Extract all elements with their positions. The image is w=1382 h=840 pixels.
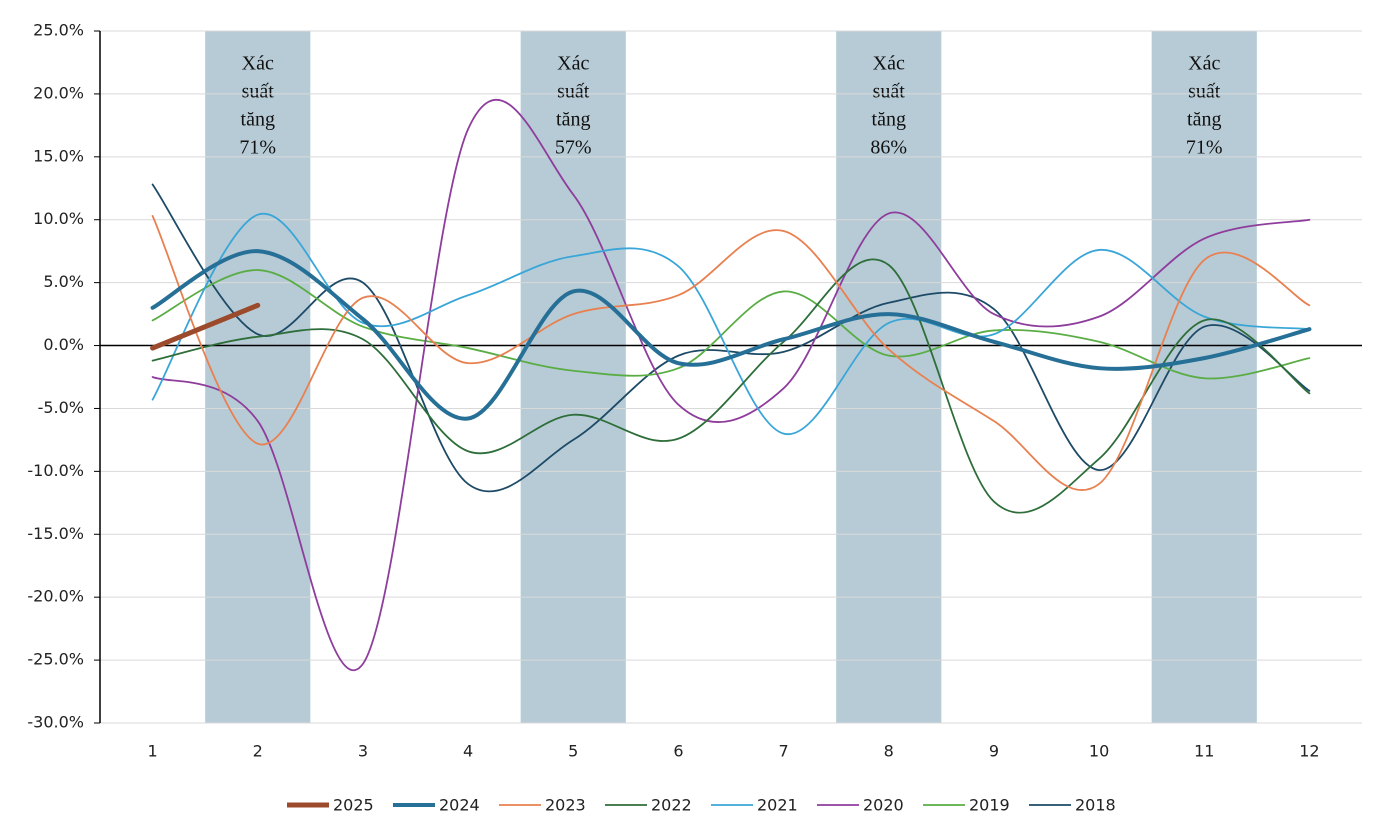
highlight-label: 71%	[1186, 137, 1223, 159]
highlight-label: 57%	[555, 137, 592, 159]
highlight-band	[205, 31, 311, 723]
x-tick-label: 11	[1194, 742, 1214, 761]
series-line	[151, 212, 1311, 435]
legend-label: 2022	[651, 796, 692, 815]
x-tick-label: 5	[568, 742, 578, 761]
y-tick-label: -30.0%	[27, 713, 84, 732]
x-tick-label: 9	[989, 742, 999, 761]
highlight-label: Xác	[557, 53, 589, 75]
highlight-label: suất	[1188, 81, 1221, 103]
x-tick-label: 10	[1089, 742, 1109, 761]
y-tick-label: 0.0%	[43, 335, 84, 354]
y-tick-label: 15.0%	[33, 146, 84, 165]
x-tick-label: 2	[253, 742, 263, 761]
legend-label: 2021	[757, 796, 798, 815]
legend-label: 2020	[863, 796, 904, 815]
highlight-band	[836, 31, 942, 723]
series-line	[151, 215, 1311, 492]
legend-label: 2024	[439, 796, 480, 815]
legend-label: 2025	[333, 796, 374, 815]
x-tick-label: 1	[147, 742, 157, 761]
y-tick-label: -25.0%	[27, 650, 84, 669]
highlight-label: 86%	[870, 137, 907, 159]
x-tick-label: 3	[358, 742, 368, 761]
highlight-label: tăng	[556, 109, 590, 131]
x-tick-label: 8	[884, 742, 894, 761]
highlight-label: tăng	[1187, 109, 1221, 131]
highlight-label: 71%	[239, 137, 276, 159]
y-tick-label: 20.0%	[33, 83, 84, 102]
series-line	[151, 183, 1311, 493]
highlight-label: suất	[242, 81, 275, 103]
highlight-band	[520, 31, 626, 723]
x-tick-label: 4	[463, 742, 473, 761]
legend-label: 2023	[545, 796, 586, 815]
legend-label: 2019	[969, 796, 1010, 815]
highlight-label: Xác	[1188, 53, 1220, 75]
y-tick-label: -5.0%	[38, 398, 84, 417]
x-tick-label: 6	[673, 742, 683, 761]
y-tick-label: -15.0%	[27, 524, 84, 543]
y-tick-label: -20.0%	[27, 587, 84, 606]
highlight-label: suất	[557, 81, 590, 103]
legend-label: 2018	[1075, 796, 1116, 815]
highlight-label: suất	[873, 81, 906, 103]
highlight-band	[1151, 31, 1257, 723]
y-tick-label: 5.0%	[43, 272, 84, 291]
highlight-label: tăng	[872, 109, 906, 131]
series-line	[151, 99, 1311, 672]
series-line	[151, 269, 1311, 380]
series-line	[151, 258, 1311, 514]
highlight-label: Xác	[873, 53, 905, 75]
x-tick-label: 12	[1299, 742, 1319, 761]
y-tick-label: 10.0%	[33, 209, 84, 228]
series-line	[150, 249, 1312, 421]
series-line	[150, 302, 261, 351]
highlight-label: Xác	[242, 53, 274, 75]
highlight-label: tăng	[241, 109, 275, 131]
y-tick-label: 25.0%	[33, 21, 84, 40]
y-tick-label: -10.0%	[27, 461, 84, 480]
x-tick-label: 7	[778, 742, 788, 761]
